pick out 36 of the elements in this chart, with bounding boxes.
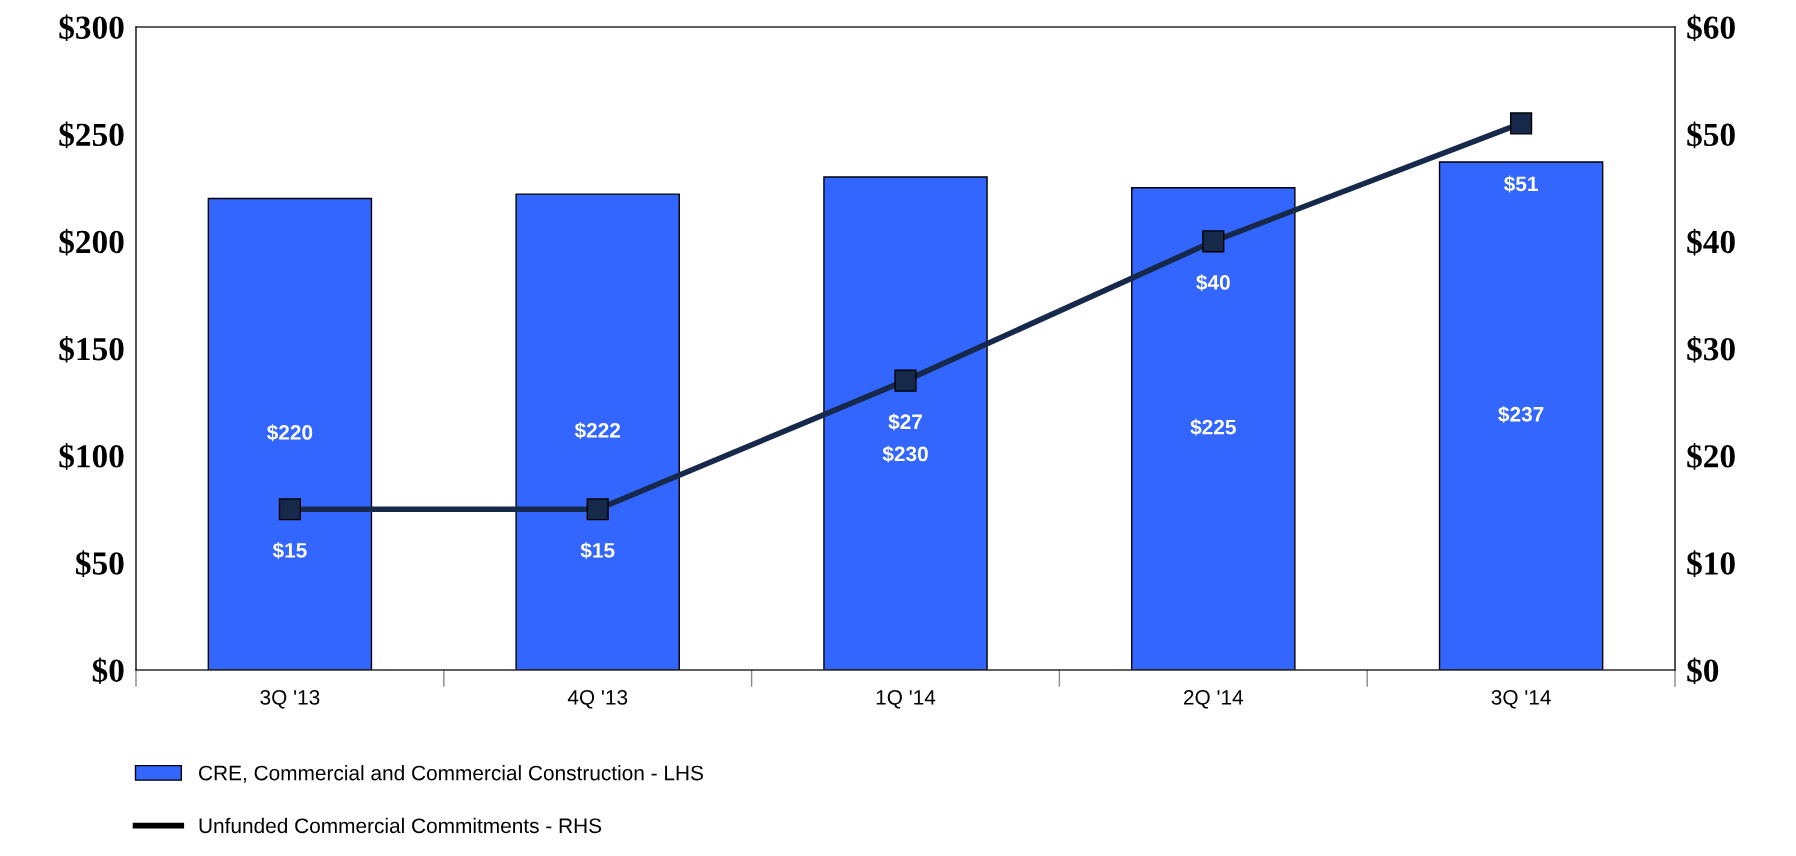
y2-tick-label: $20	[1687, 443, 1735, 470]
point	[1202, 230, 1225, 253]
y-tick-label: $50	[76, 550, 124, 577]
y2-tick-label: $40	[1687, 228, 1735, 256]
legend-label: Unfunded Commercial Commitments - RHS	[199, 817, 602, 834]
data-label: $225	[1190, 418, 1236, 436]
y-tick-label: $250	[59, 121, 124, 149]
data-label: $15	[272, 542, 307, 560]
y-tick-label: $100	[59, 443, 124, 470]
x-tick-label: 4Q '13	[567, 689, 628, 709]
y2-tick-label: $30	[1687, 335, 1735, 363]
point	[894, 369, 917, 392]
y2-tick-label: $10	[1687, 550, 1735, 577]
x-tick-label: 3Q '13	[260, 689, 320, 709]
y-tick-label: $0	[92, 657, 124, 685]
point	[1509, 112, 1533, 135]
point	[586, 498, 609, 521]
y-tick-label: $300	[59, 14, 124, 42]
data-label: $15	[580, 542, 615, 560]
data-label: $237	[1498, 405, 1544, 423]
y2-tick-label: $50	[1687, 121, 1735, 149]
point	[278, 498, 302, 521]
x-tick-label: 2Q '14	[1183, 689, 1244, 709]
data-label: $51	[1504, 175, 1538, 193]
y-tick-label: $150	[59, 335, 124, 363]
y2-tick-label: $60	[1687, 14, 1735, 42]
y2-tick-label: $0	[1687, 657, 1719, 685]
y-tick-label: $200	[59, 228, 124, 256]
x-tick-label: 3Q '14	[1491, 689, 1551, 709]
legend-label: CRE, Commercial and Commercial Construction - LHS	[199, 765, 703, 783]
data-label: $230	[882, 445, 928, 463]
data-label: $220	[267, 424, 313, 442]
data-label: $27	[888, 413, 922, 431]
x-tick-label: 1Q '14	[876, 689, 936, 709]
data-label: $40	[1196, 274, 1230, 292]
data-label: $222	[574, 422, 621, 440]
